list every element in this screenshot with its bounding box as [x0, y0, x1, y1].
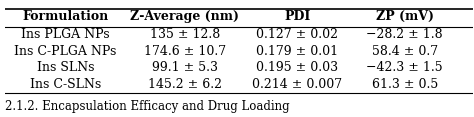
- Text: 2.1.2. Encapsulation Efficacy and Drug Loading: 2.1.2. Encapsulation Efficacy and Drug L…: [5, 100, 290, 113]
- Text: Ins C-SLNs: Ins C-SLNs: [30, 78, 101, 91]
- Text: 61.3 ± 0.5: 61.3 ± 0.5: [372, 78, 438, 91]
- Text: Ins SLNs: Ins SLNs: [37, 61, 94, 74]
- Text: Formulation: Formulation: [22, 10, 109, 23]
- Text: 135 ± 12.8: 135 ± 12.8: [150, 28, 220, 41]
- Text: Z-Average (nm): Z-Average (nm): [130, 10, 239, 23]
- Text: −28.2 ± 1.8: −28.2 ± 1.8: [366, 28, 443, 41]
- Text: 0.195 ± 0.03: 0.195 ± 0.03: [256, 61, 338, 74]
- Text: 145.2 ± 6.2: 145.2 ± 6.2: [148, 78, 222, 91]
- Text: 174.6 ± 10.7: 174.6 ± 10.7: [144, 45, 226, 58]
- Text: ZP (mV): ZP (mV): [376, 10, 434, 23]
- Text: Ins C-PLGA NPs: Ins C-PLGA NPs: [14, 45, 117, 58]
- Text: PDI: PDI: [284, 10, 310, 23]
- Text: 58.4 ± 0.7: 58.4 ± 0.7: [372, 45, 438, 58]
- Text: −42.3 ± 1.5: −42.3 ± 1.5: [366, 61, 443, 74]
- Text: 0.127 ± 0.02: 0.127 ± 0.02: [256, 28, 338, 41]
- Text: 0.179 ± 0.01: 0.179 ± 0.01: [256, 45, 338, 58]
- Text: Ins PLGA NPs: Ins PLGA NPs: [21, 28, 110, 41]
- Text: 0.214 ± 0.007: 0.214 ± 0.007: [252, 78, 342, 91]
- Text: 99.1 ± 5.3: 99.1 ± 5.3: [152, 61, 218, 74]
